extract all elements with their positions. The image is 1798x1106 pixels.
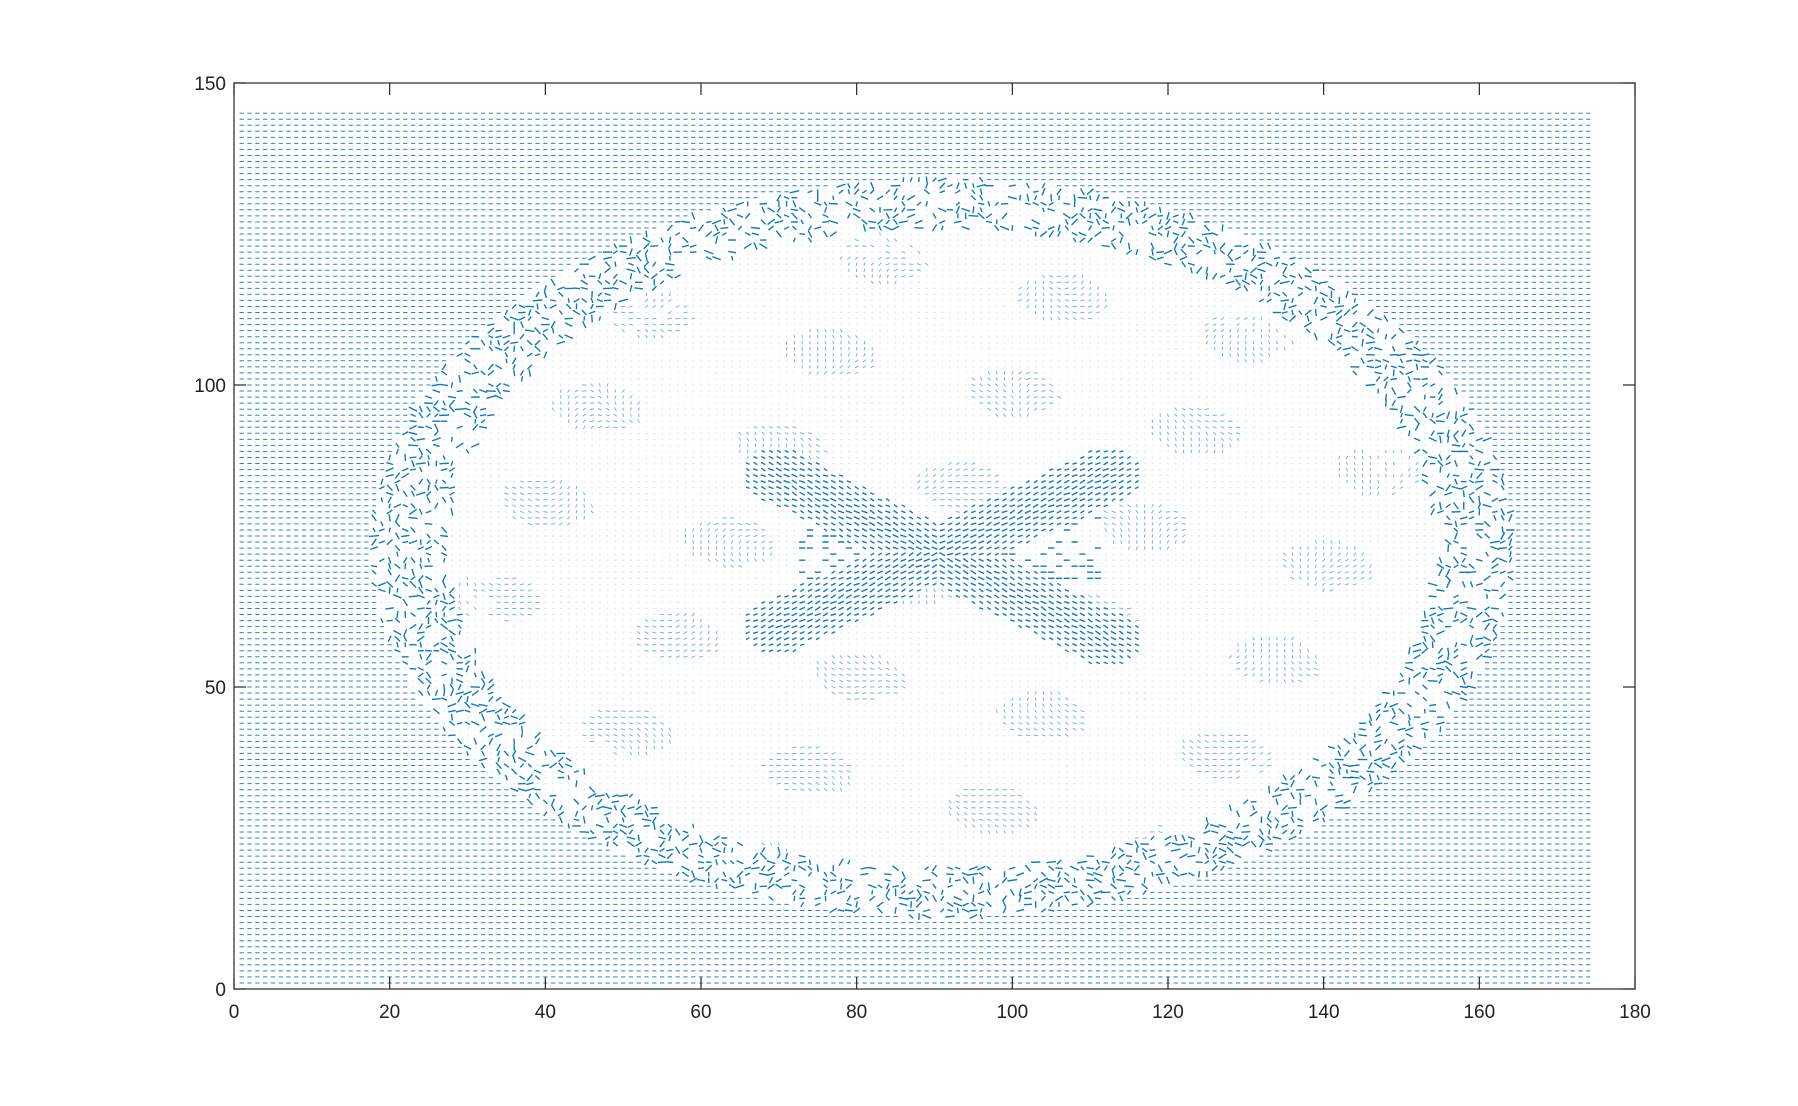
y-tick-label: 150 bbox=[194, 74, 226, 95]
y-tick-label: 100 bbox=[194, 376, 226, 397]
x-tick-label: 40 bbox=[535, 1002, 556, 1023]
y-axis: 0 50 100 150 bbox=[194, 74, 1635, 1001]
x-tick-label: 80 bbox=[846, 1002, 867, 1023]
x-tick-label: 180 bbox=[1619, 1002, 1651, 1023]
y-tick-label: 0 bbox=[215, 980, 226, 1001]
y-tick-label: 50 bbox=[205, 678, 226, 699]
x-tick-label: 0 bbox=[229, 1002, 240, 1023]
x-tick-label: 160 bbox=[1463, 1002, 1495, 1023]
x-tick-label: 100 bbox=[996, 1002, 1028, 1023]
x-tick-label: 120 bbox=[1152, 1002, 1184, 1023]
vector-arrows-faint bbox=[373, 178, 1512, 918]
vector-field bbox=[239, 112, 1591, 984]
x-axis: 0 20 40 60 80 100 120 140 160 180 bbox=[229, 83, 1651, 1023]
vector-arrows-background bbox=[239, 112, 1591, 984]
vector-arrows-medium bbox=[458, 232, 1420, 852]
x-tick-label: 20 bbox=[379, 1002, 400, 1023]
axes-frame bbox=[233, 82, 1636, 990]
x-tick-label: 60 bbox=[690, 1002, 711, 1023]
x-tick-label: 140 bbox=[1308, 1002, 1340, 1023]
vector-arrows-strong bbox=[369, 176, 1515, 920]
